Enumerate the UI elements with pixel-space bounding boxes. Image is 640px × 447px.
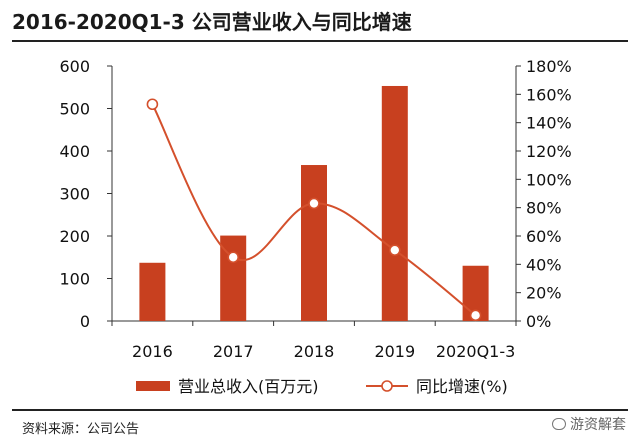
x-tick-label: 2016 [132,342,173,361]
growth-point-2017 [227,251,239,264]
y-left-tick-label: 200 [59,227,90,246]
title-underline [12,40,628,42]
y-right-tick-label: 140% [526,114,572,133]
y-right-tick-label: 180% [526,57,572,76]
y-right-tick-label: 40% [526,255,562,274]
growth-point-2019 [388,244,401,256]
growth-point-2018 [308,197,320,210]
y-left-tick-label: 400 [59,142,90,161]
x-tick-label: 2018 [294,342,335,361]
y-right-tick-label: 20% [526,284,562,303]
y-right-tick-label: 120% [526,142,572,161]
source-note: 资料来源：公司公告 [22,422,140,437]
x-tick-label: 2017 [213,342,254,361]
watermark: 游资解套 [552,414,626,434]
y-left-tick-label: 600 [59,57,90,76]
legend-swatch-marker [381,380,393,392]
legend-label-line: 同比增速(%) [416,377,508,396]
y-left-tick-label: 0 [80,312,90,331]
legend-label-bar: 营业总收入(百万元) [178,377,319,396]
y-right-tick-label: 0% [526,312,551,331]
bar-2016 [139,262,166,321]
footer-divider [12,409,628,411]
watermark-text: 游资解套 [570,417,626,433]
bar-2019 [381,85,408,321]
y-right-tick-label: 80% [526,199,562,218]
y-left-tick-label: 300 [59,185,90,204]
growth-point-2020Q1-3 [469,309,482,322]
legend-swatch-bar [136,381,170,391]
growth-point-2016 [146,98,159,111]
y-right-tick-label: 160% [526,85,572,104]
y-right-tick-label: 100% [526,170,572,189]
y-left-tick-label: 100 [59,270,90,289]
chart-title: 2016-2020Q1-3 公司营业收入与同比增速 [12,10,412,34]
y-left-tick-label: 500 [59,100,90,119]
x-tick-label: 2020Q1-3 [436,342,515,361]
bar-2018 [301,165,327,321]
y-right-tick-label: 60% [526,227,562,246]
x-tick-label: 2019 [374,342,415,361]
growth-line [151,103,477,317]
wechat-icon [552,418,566,430]
